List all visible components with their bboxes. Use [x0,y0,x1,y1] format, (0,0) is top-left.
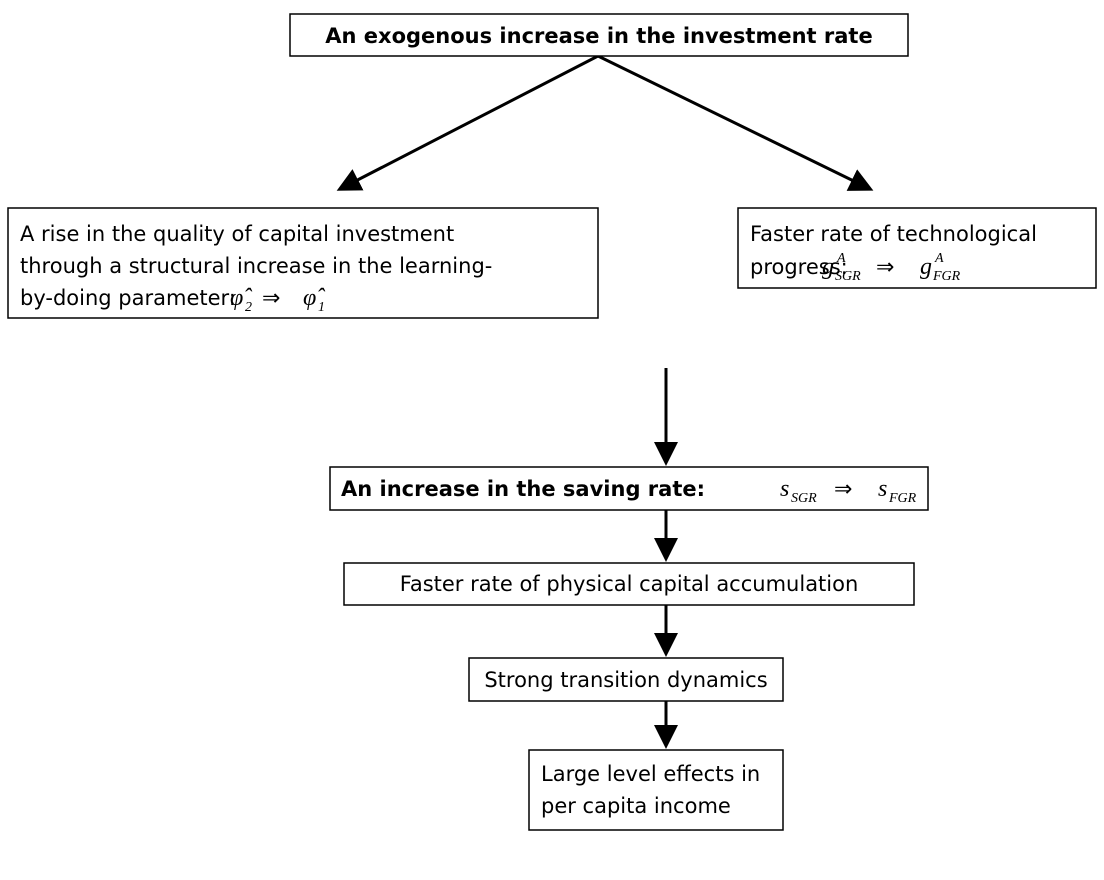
node-text: A rise in the quality of capital investm… [20,222,454,246]
node-box [737,207,1097,289]
math-op: ⇒ [834,477,852,502]
math-op: ⇒ [262,286,280,311]
math-sup: A [934,251,944,266]
math-op: ⇒ [876,255,894,280]
node-text: Large level effects in [541,762,760,786]
node-box [528,749,784,831]
node-text: An exogenous increase in the investment … [325,24,872,48]
node-text: Strong transition dynamics [484,668,767,692]
math-sub: FGR [932,269,961,284]
math-symbol: g [920,254,932,280]
math-sub: SGR [835,269,861,284]
node-box [7,207,599,319]
node-text: by-doing parameter: [20,286,236,310]
math-sup: A [836,251,846,266]
math-symbol: g [822,254,834,280]
node-text: Faster rate of physical capital accumula… [400,572,859,596]
math-symbol: s [780,476,789,502]
arrow [336,54,599,191]
node-box [343,562,915,606]
node-text: through a structural increase in the lea… [20,254,492,278]
node-text: per capita income [541,794,731,818]
node-text: progress: [750,255,848,279]
math-sub: 1 [318,300,325,315]
node-text: An increase in the saving rate: [341,477,705,501]
node-text: Faster rate of technological [750,222,1037,246]
math-sub: SGR [791,491,817,506]
math-symbol: s [878,476,887,502]
math-sub: FGR [888,491,917,506]
arrow [597,54,874,191]
node-box [468,657,784,702]
node-box [289,13,909,57]
math-sub: 2 [245,300,252,315]
node-box [329,466,929,511]
